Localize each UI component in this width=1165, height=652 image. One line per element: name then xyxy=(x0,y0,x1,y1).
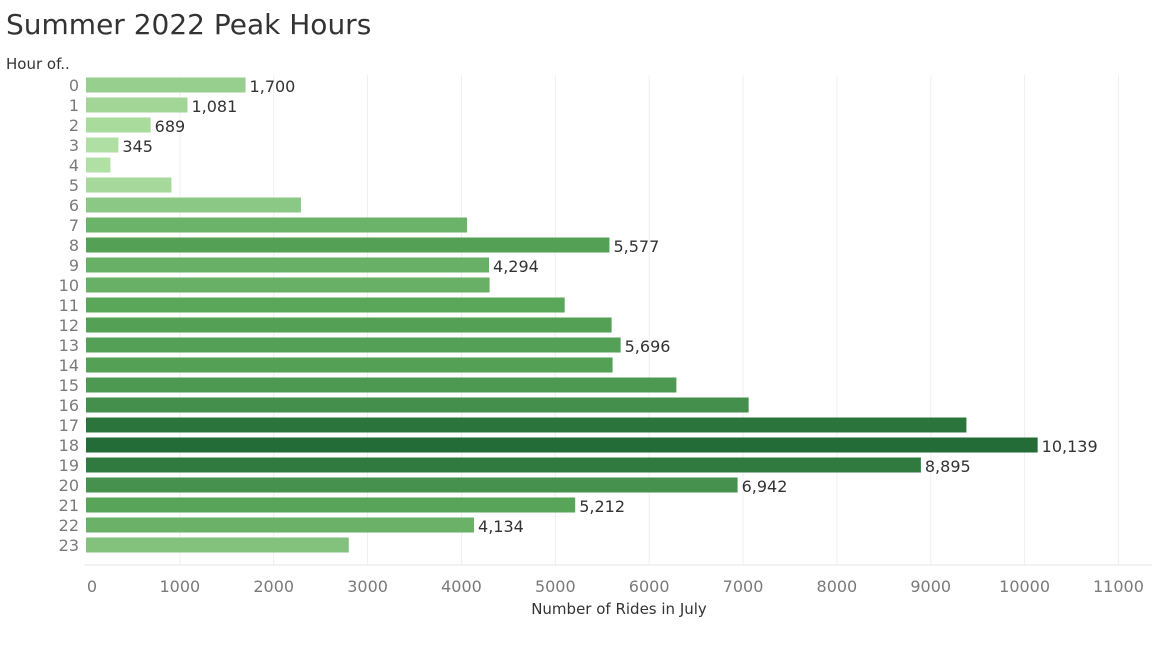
x-tick-label: 7000 xyxy=(723,577,764,596)
bar-hour-17[interactable] xyxy=(86,417,967,433)
bar-hour-22[interactable] xyxy=(86,517,475,533)
x-tick-label: 10000 xyxy=(999,577,1050,596)
x-tick-labels: 0 1000 2000 3000 4000 5000 6000 7000 8000 9000 100… xyxy=(87,577,1144,596)
category-label: 9 xyxy=(69,256,79,275)
bar-hour-19[interactable] xyxy=(86,457,921,473)
x-tick-label: 8000 xyxy=(817,577,858,596)
x-tick-label: 11000 xyxy=(1093,577,1144,596)
category-label: 2 xyxy=(69,116,79,135)
category-label: 8 xyxy=(69,236,79,255)
data-label: 10,139 xyxy=(1042,437,1098,456)
data-label: 345 xyxy=(122,137,153,156)
bar-hour-5[interactable] xyxy=(86,177,172,193)
x-tick-label: 0 xyxy=(87,577,97,596)
x-axis-title: Number of Rides in July xyxy=(531,600,707,618)
data-label: 5,212 xyxy=(579,497,625,516)
category-label: 4 xyxy=(69,156,79,175)
category-label: 17 xyxy=(59,416,79,435)
x-tick-label: 5000 xyxy=(535,577,576,596)
bar-hour-23[interactable] xyxy=(86,537,349,553)
bar-hour-18[interactable] xyxy=(86,437,1038,453)
category-label: 3 xyxy=(69,136,79,155)
x-tick-label: 3000 xyxy=(347,577,388,596)
category-label: 1 xyxy=(69,96,79,115)
bar-hour-13[interactable] xyxy=(86,337,621,353)
bar-hour-11[interactable] xyxy=(86,297,565,313)
bar-hour-21[interactable] xyxy=(86,497,576,513)
chart-title: Summer 2022 Peak Hours xyxy=(6,8,372,41)
category-label: 10 xyxy=(59,276,79,295)
bar-hour-4[interactable] xyxy=(86,157,111,173)
x-tick-label: 9000 xyxy=(910,577,951,596)
category-label: 11 xyxy=(59,296,79,315)
data-label: 5,696 xyxy=(625,337,671,356)
bar-hour-8[interactable] xyxy=(86,237,610,253)
category-label: 22 xyxy=(59,516,79,535)
x-tick-label: 6000 xyxy=(629,577,670,596)
category-label: 18 xyxy=(59,436,79,455)
bar-hour-7[interactable] xyxy=(86,217,468,233)
category-label: 13 xyxy=(59,336,79,355)
bar-hour-15[interactable] xyxy=(86,377,677,393)
bar-hour-16[interactable] xyxy=(86,397,749,413)
category-label: 15 xyxy=(59,376,79,395)
bars xyxy=(86,77,1038,553)
category-label: 23 xyxy=(59,536,79,555)
x-tick-label: 4000 xyxy=(441,577,482,596)
category-label: 5 xyxy=(69,176,79,195)
data-label: 8,895 xyxy=(925,457,971,476)
category-label: 20 xyxy=(59,476,79,495)
x-tick-label: 1000 xyxy=(160,577,201,596)
category-label: 21 xyxy=(59,496,79,515)
category-label: 19 xyxy=(59,456,79,475)
bar-hour-6[interactable] xyxy=(86,197,301,213)
x-tick-label: 2000 xyxy=(253,577,294,596)
data-label: 4,134 xyxy=(478,517,524,536)
category-label: 14 xyxy=(59,356,79,375)
data-label: 4,294 xyxy=(493,257,539,276)
bar-hour-2[interactable] xyxy=(86,117,151,133)
bar-hour-20[interactable] xyxy=(86,477,738,493)
category-label: 0 xyxy=(69,76,79,95)
bar-hour-14[interactable] xyxy=(86,357,613,373)
bar-hour-10[interactable] xyxy=(86,277,490,293)
row-header: Hour of.. xyxy=(6,55,70,73)
data-label: 689 xyxy=(155,117,186,136)
bar-hour-9[interactable] xyxy=(86,257,490,273)
bar-hour-3[interactable] xyxy=(86,137,119,153)
data-label: 1,081 xyxy=(191,97,237,116)
bar-hour-12[interactable] xyxy=(86,317,612,333)
category-label: 16 xyxy=(59,396,79,415)
bar-hour-1[interactable] xyxy=(86,97,188,113)
bar-hour-0[interactable] xyxy=(86,77,246,93)
category-label: 12 xyxy=(59,316,79,335)
data-label: 1,700 xyxy=(250,77,296,96)
data-label: 6,942 xyxy=(742,477,788,496)
category-label: 6 xyxy=(69,196,79,215)
data-label: 5,577 xyxy=(613,237,659,256)
category-label: 7 xyxy=(69,216,79,235)
